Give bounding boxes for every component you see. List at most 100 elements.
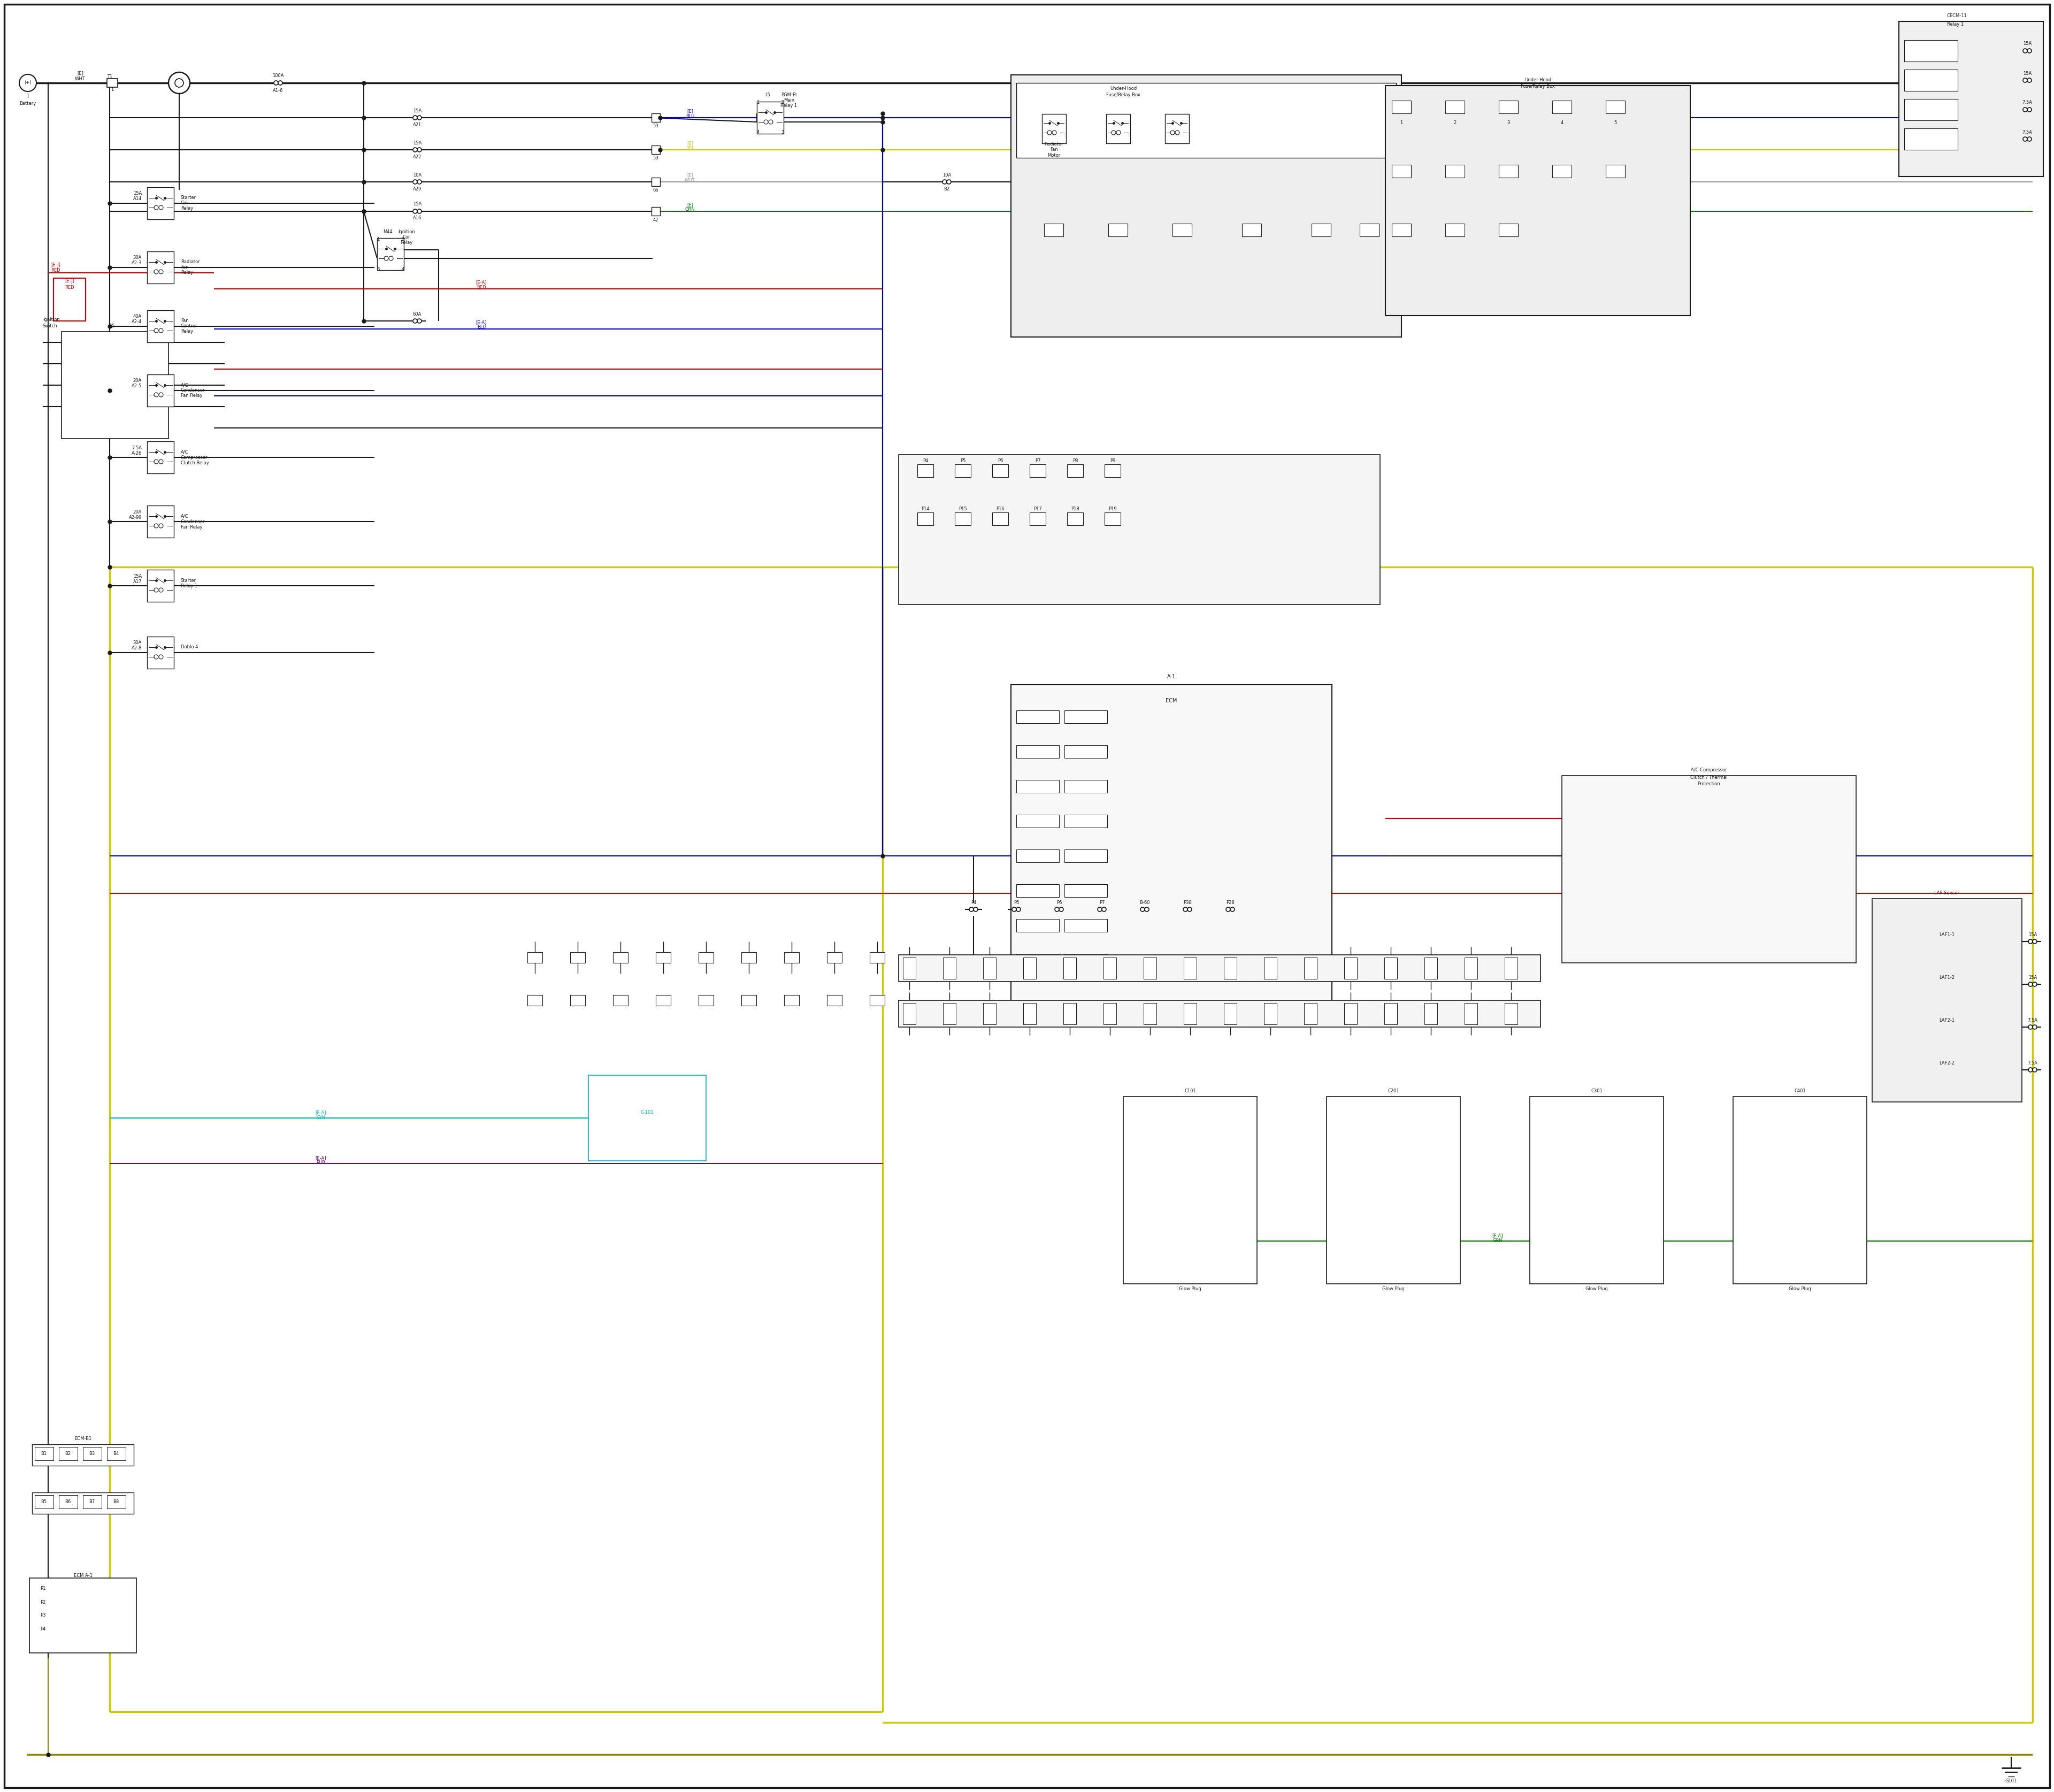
Text: 15A: 15A (134, 573, 142, 579)
Text: 7.5A: 7.5A (2027, 1018, 2038, 1023)
Bar (785, 952, 799, 962)
Bar (148, 375, 175, 407)
Bar (1446, 165, 1465, 177)
Text: Switch: Switch (43, 324, 58, 328)
Bar (1243, 224, 1261, 237)
Text: B3: B3 (88, 1452, 94, 1457)
Text: 10A: 10A (413, 172, 421, 177)
Text: A22: A22 (413, 154, 421, 159)
Bar (528, 952, 542, 962)
Bar (756, 102, 785, 134)
Circle shape (1017, 907, 1021, 912)
Circle shape (768, 120, 772, 124)
Text: P18: P18 (1070, 507, 1078, 513)
Bar (900, 955, 1540, 982)
Text: 15A: 15A (413, 108, 421, 113)
Text: Starter: Starter (181, 195, 197, 201)
Text: B5: B5 (41, 1500, 47, 1505)
Bar (1553, 100, 1571, 113)
Bar (60, 1446, 78, 1460)
Bar (1446, 100, 1465, 113)
Bar (1064, 710, 1107, 724)
Circle shape (1056, 907, 1060, 912)
Bar (148, 310, 175, 342)
Text: C-101: C-101 (641, 1111, 653, 1115)
Circle shape (413, 115, 417, 120)
Text: 15A: 15A (2023, 41, 2031, 47)
Text: B-60: B-60 (1140, 900, 1150, 905)
Bar (992, 513, 1009, 525)
Circle shape (1947, 939, 1951, 944)
Text: A16: A16 (413, 215, 421, 220)
Bar (651, 113, 659, 122)
Circle shape (947, 179, 951, 185)
Text: Main: Main (783, 99, 795, 102)
Bar (82, 1495, 101, 1509)
Circle shape (417, 115, 421, 120)
Text: P7: P7 (1099, 900, 1105, 905)
Text: [E-A]: [E-A] (316, 1156, 327, 1161)
Bar (655, 995, 672, 1005)
Bar (1224, 957, 1237, 978)
Text: 3: 3 (376, 267, 380, 271)
Text: Radiator
Fan
Motor: Radiator Fan Motor (1043, 142, 1064, 158)
Bar (1103, 957, 1115, 978)
Circle shape (2023, 48, 2027, 54)
Bar (1029, 513, 1045, 525)
Text: YEL: YEL (686, 145, 694, 151)
Bar (655, 952, 672, 962)
Circle shape (413, 179, 417, 185)
Circle shape (158, 269, 162, 274)
Text: P19: P19 (1109, 507, 1117, 513)
Text: P38: P38 (1183, 900, 1191, 905)
Bar (1023, 957, 1035, 978)
Circle shape (18, 73, 37, 91)
Bar (1103, 1004, 1115, 1025)
Text: P3: P3 (41, 1613, 45, 1618)
Text: P8: P8 (1072, 459, 1078, 464)
Text: 59: 59 (653, 124, 659, 129)
Bar (1017, 82, 1397, 158)
Text: 10A: 10A (943, 172, 951, 177)
Bar (828, 952, 842, 962)
Text: Starter: Starter (181, 579, 197, 582)
Text: B4: B4 (113, 1452, 119, 1457)
Bar (1105, 513, 1121, 525)
Bar (869, 995, 885, 1005)
Text: P4: P4 (41, 1627, 45, 1631)
Circle shape (154, 392, 158, 396)
Circle shape (417, 319, 421, 323)
Circle shape (413, 147, 417, 152)
Text: A2-99: A2-99 (129, 514, 142, 520)
Bar (33, 1444, 134, 1466)
Text: 59: 59 (653, 156, 659, 161)
Text: Relay 1: Relay 1 (181, 584, 197, 588)
Bar (651, 208, 659, 215)
Text: 20A: 20A (134, 378, 142, 383)
Bar (1011, 75, 1401, 337)
Text: P5: P5 (1013, 900, 1019, 905)
Text: 3: 3 (781, 131, 785, 134)
Text: ECM-B1: ECM-B1 (74, 1437, 92, 1441)
Text: B8: B8 (113, 1500, 119, 1505)
Bar (1304, 1004, 1317, 1025)
Text: P15: P15 (959, 507, 967, 513)
Bar (1017, 919, 1060, 932)
Text: Ignition: Ignition (43, 317, 60, 323)
Bar (1904, 129, 1957, 151)
Bar (1904, 99, 1957, 120)
Bar (1898, 22, 2044, 177)
Circle shape (154, 206, 158, 210)
Bar (1017, 745, 1060, 758)
Bar (1183, 957, 1197, 978)
Circle shape (158, 392, 162, 396)
Text: B2: B2 (66, 1452, 72, 1457)
Bar (984, 957, 996, 978)
Text: T1: T1 (107, 73, 113, 79)
Text: P4: P4 (922, 459, 928, 464)
Bar (1343, 1004, 1358, 1025)
Circle shape (158, 206, 162, 210)
Circle shape (1943, 1025, 1947, 1029)
Circle shape (2023, 79, 2027, 82)
Bar (1499, 100, 1518, 113)
